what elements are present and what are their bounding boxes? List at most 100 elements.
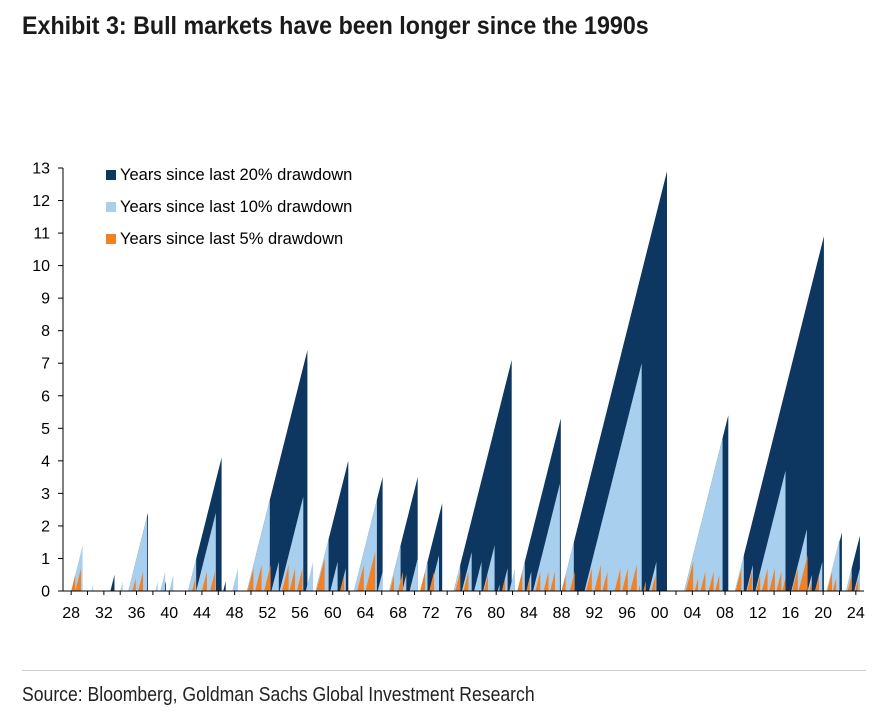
area-dd10: [497, 584, 500, 591]
x-tick-label: 60: [324, 605, 342, 622]
area-dd5: [192, 578, 196, 591]
area-dd20: [110, 574, 115, 591]
area-dd5: [715, 574, 720, 591]
area-dd5: [782, 578, 786, 591]
footer-divider: [22, 670, 866, 671]
area-dd10: [128, 516, 148, 591]
area-dd5: [708, 571, 714, 591]
area-dd5: [809, 581, 812, 591]
area-dd5: [550, 571, 555, 591]
area-dd10: [279, 496, 304, 591]
area-dd10: [517, 561, 525, 591]
y-tick-label: 0: [41, 584, 50, 601]
area-dd10: [420, 561, 428, 591]
y-tick-label: 6: [41, 388, 50, 405]
area-dd10: [160, 571, 166, 591]
x-tick-label: 40: [160, 605, 178, 622]
area-dd5: [398, 571, 403, 591]
y-tick-label: 2: [41, 518, 50, 535]
series-dd5: [71, 552, 859, 591]
chart-legend: Years since last 20% drawdown Years since…: [106, 166, 352, 248]
area-dd10: [120, 581, 123, 591]
area-dd10: [501, 568, 508, 591]
area-dd10: [271, 561, 279, 591]
area-dd5: [455, 571, 461, 591]
y-tick-label: 1: [41, 551, 50, 568]
area-dd10: [533, 483, 560, 591]
area-dd5: [685, 561, 694, 591]
x-tick-label: 92: [585, 605, 603, 622]
area-dd5: [792, 568, 798, 591]
x-tick-label: 52: [258, 605, 276, 622]
area-dd10: [169, 574, 174, 591]
x-tick-label: 48: [226, 605, 244, 622]
area-dd5: [543, 571, 549, 591]
area-dd10: [509, 568, 515, 591]
area-dd5: [255, 565, 262, 591]
x-tick-label: 04: [683, 605, 701, 622]
area-dd5: [602, 571, 608, 591]
area-dd5: [264, 565, 271, 591]
y-tick-label: 3: [41, 486, 50, 503]
area-dd5: [247, 568, 254, 591]
area-dd10: [377, 571, 383, 591]
x-tick-label: 56: [291, 605, 309, 622]
area-dd10: [584, 363, 642, 591]
area-dd5: [815, 574, 819, 591]
legend-swatch: [106, 170, 116, 180]
y-tick-label: 12: [32, 193, 50, 210]
area-dd5: [535, 571, 541, 591]
area-dd10: [430, 555, 439, 591]
y-tick-label: 13: [32, 161, 50, 178]
area-dd5: [638, 584, 640, 591]
x-tick-label: 76: [455, 605, 473, 622]
y-tick-label: 5: [41, 421, 50, 438]
x-tick-label: 12: [749, 605, 767, 622]
x-tick-label: 80: [487, 605, 505, 622]
area-dd10: [526, 571, 532, 591]
area-dd10: [474, 561, 482, 591]
area-dd5: [855, 578, 859, 591]
area-dd5: [132, 578, 136, 591]
area-dd5: [357, 565, 364, 591]
area-dd10: [461, 552, 472, 591]
x-tick-label: 36: [128, 605, 146, 622]
area-dd10: [246, 499, 270, 591]
x-tick-label: 20: [814, 605, 832, 622]
x-tick-label: 00: [651, 605, 669, 622]
y-tick-label: 7: [41, 356, 50, 373]
area-dd5: [594, 565, 601, 591]
area-dd10: [91, 584, 94, 591]
area-dd5: [643, 581, 646, 591]
area-dd5: [761, 568, 768, 591]
source-note: Source: Bloomberg, Goldman Sachs Global …: [22, 684, 535, 706]
area-dd10: [232, 568, 238, 591]
area-dd5: [586, 568, 592, 591]
area-dd5: [389, 574, 394, 591]
area-dd5: [463, 571, 469, 591]
area-dd20: [453, 360, 512, 591]
area-dd5: [747, 571, 752, 591]
x-tick-label: 68: [389, 605, 407, 622]
area-dd5: [847, 574, 852, 591]
area-dd10: [854, 568, 860, 591]
area-dd10: [561, 542, 574, 591]
area-dd10: [826, 538, 840, 591]
area-dd5: [651, 574, 656, 591]
area-dd10: [402, 574, 407, 591]
area-dd10: [734, 555, 744, 591]
area-dd5: [282, 565, 289, 591]
area-dd10: [409, 558, 418, 591]
area-dd10: [196, 512, 216, 591]
x-tick-label: 08: [716, 605, 734, 622]
area-dd5: [517, 571, 523, 591]
area-dd5: [832, 578, 837, 591]
area-dd5: [622, 568, 628, 591]
area-dd10: [684, 438, 723, 591]
area-dd5: [316, 558, 325, 591]
area-dd20: [846, 535, 860, 591]
area-dd5: [614, 568, 621, 591]
area-dd20: [163, 581, 166, 591]
y-tick-label: 8: [41, 323, 50, 340]
